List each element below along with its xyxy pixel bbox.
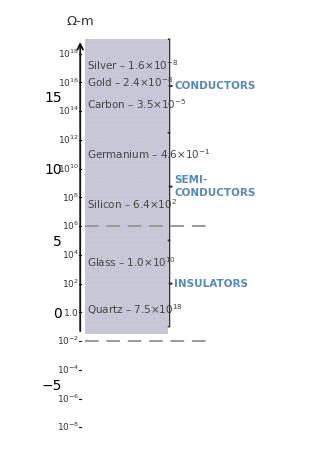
Text: $10^{2}$: $10^{2}$ <box>62 278 79 290</box>
Text: Glass – 1.0×10$^{10}$: Glass – 1.0×10$^{10}$ <box>87 255 176 269</box>
Text: Germanium – 4.6×10$^{-1}$: Germanium – 4.6×10$^{-1}$ <box>87 147 211 161</box>
Text: $10^{-6}$: $10^{-6}$ <box>56 393 79 405</box>
Bar <box>85 39 168 334</box>
Text: Gold – 2.4×10$^{-8}$: Gold – 2.4×10$^{-8}$ <box>87 76 173 89</box>
Bar <box>85 39 168 334</box>
Text: $10^{10}$: $10^{10}$ <box>58 163 79 175</box>
Text: $10^{8}$: $10^{8}$ <box>62 191 79 203</box>
Text: $10^{-8}$: $10^{-8}$ <box>57 421 79 433</box>
Text: Quartz – 7.5×10$^{18}$: Quartz – 7.5×10$^{18}$ <box>87 302 183 317</box>
Text: $10^{12}$: $10^{12}$ <box>58 134 79 146</box>
Text: $1.0$: $1.0$ <box>63 307 79 318</box>
Text: SEMI-
CONDUCTORS: SEMI- CONDUCTORS <box>174 175 255 198</box>
Text: Silicon – 6.4×10$^{2}$: Silicon – 6.4×10$^{2}$ <box>87 197 177 212</box>
Text: Carbon – 3.5×10$^{-5}$: Carbon – 3.5×10$^{-5}$ <box>87 97 187 111</box>
Text: $10^{18}$: $10^{18}$ <box>58 48 79 60</box>
Text: $10^{14}$: $10^{14}$ <box>58 105 79 117</box>
Text: Ω-m: Ω-m <box>66 15 94 28</box>
Text: INSULATORS: INSULATORS <box>174 278 248 289</box>
Text: Silver – 1.6×10$^{-8}$: Silver – 1.6×10$^{-8}$ <box>87 58 179 72</box>
Text: $10^{6}$: $10^{6}$ <box>62 220 79 232</box>
Text: $10^{-2}$: $10^{-2}$ <box>57 335 79 347</box>
Text: CONDUCTORS: CONDUCTORS <box>174 81 255 91</box>
Text: $10^{4}$: $10^{4}$ <box>62 249 79 261</box>
Text: $10^{-4}$: $10^{-4}$ <box>57 364 79 376</box>
Text: $10^{16}$: $10^{16}$ <box>58 76 79 88</box>
